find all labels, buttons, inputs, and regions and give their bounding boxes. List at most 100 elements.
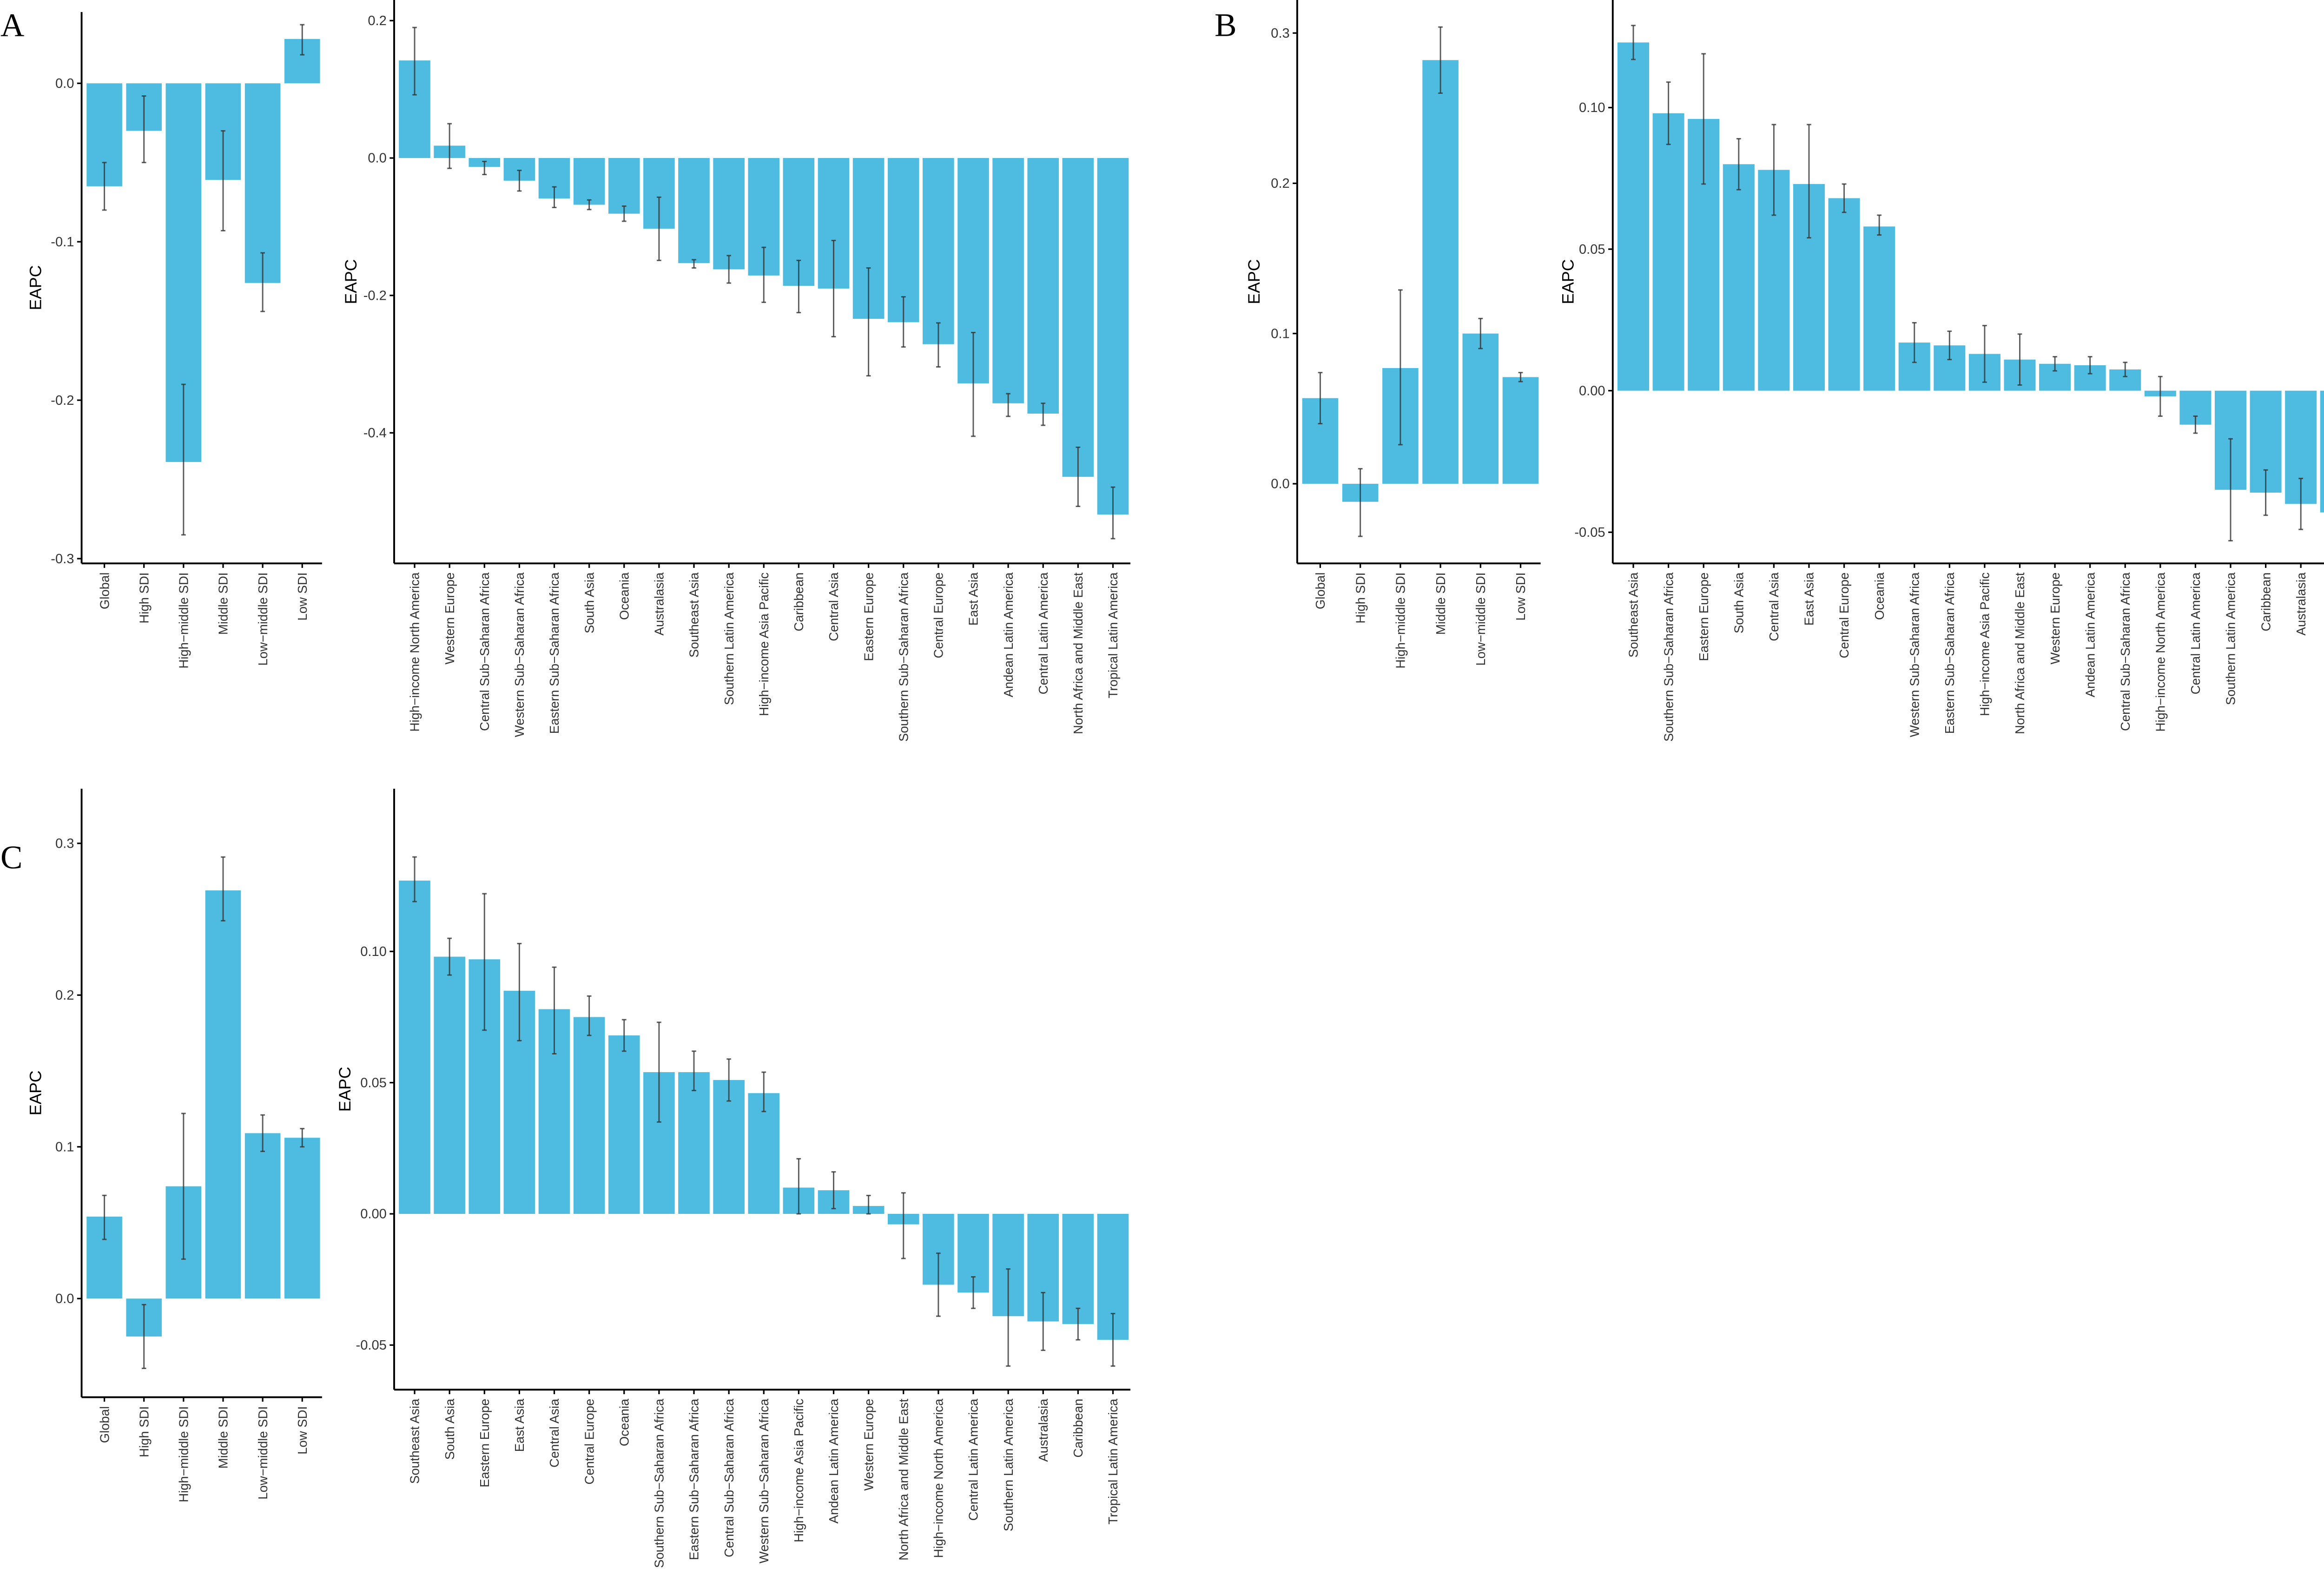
bar: [1062, 158, 1094, 477]
x-tick-label: Global: [97, 1406, 112, 1443]
x-tick-label: Southern Sub−Saharan Africa: [896, 572, 911, 742]
x-tick-label: Oceania: [1872, 572, 1887, 620]
x-tick-label: Western Sub−Saharan Africa: [757, 1398, 771, 1563]
x-tick-label: Central Sub−Saharan Africa: [722, 1398, 736, 1557]
error-bar: [1877, 214, 1882, 236]
error-bar: [831, 239, 836, 337]
x-tick-label: Middle SDI: [1433, 573, 1448, 635]
error-bar: [936, 322, 941, 368]
chart-B-sdi: 0.0 0.1 0.2 0.3 EAPC Global High SDI High−middl…: [1245, 0, 1541, 669]
error-bar: [866, 1195, 871, 1215]
x-tick-label: Western Europe: [442, 573, 457, 665]
x-tick-label: Southern Latin America: [1001, 1398, 1016, 1531]
error-bar: [300, 24, 305, 56]
error-bar: [1041, 1291, 1046, 1351]
y-tick-label: 0.3: [55, 836, 74, 851]
x-tick-label: Andean Latin America: [1001, 572, 1016, 697]
bar: [887, 158, 919, 323]
x-tick-label: East Asia: [966, 572, 981, 626]
bar: [284, 1138, 320, 1299]
x-tick-label: Central Sub−Saharan Africa: [477, 572, 492, 731]
error-bar: [761, 246, 766, 303]
bar: [1422, 60, 1459, 484]
chart-A-region: 0.2 0.0 -0.2 -0.4 EAPC High−income North Amer…: [342, 0, 1131, 742]
error-bar: [1842, 183, 1847, 213]
y-axis-title: EAPC: [1245, 259, 1263, 304]
bar: [1062, 1214, 1094, 1324]
x-tick-label: Central Europe: [931, 573, 946, 659]
x-tick-label: High SDI: [1353, 573, 1367, 624]
chart-C-sdi: 0.0 0.1 0.2 0.3 EAPC Global High SDI High−middl…: [26, 789, 322, 1502]
y-tick-label: -0.2: [363, 288, 387, 303]
x-tick-label: Andean Latin America: [826, 1398, 841, 1523]
error-bar: [1358, 468, 1363, 537]
y-axis-title: EAPC: [26, 1070, 45, 1115]
error-bar: [796, 1158, 801, 1215]
error-bar: [1110, 1313, 1116, 1367]
x-tick-label: North Africa and Middle East: [1071, 572, 1085, 734]
x-tick-label: Southern Sub−Saharan Africa: [1661, 572, 1676, 742]
chart-C-region: 0.10 0.05 0.00 -0.05 EAPC Southeast Asia South…: [336, 789, 1131, 1568]
x-tick-label: Caribbean: [792, 573, 806, 632]
x-tick-label: Oceania: [617, 1398, 631, 1446]
y-axis-title: EAPC: [26, 265, 45, 310]
error-bar: [181, 1113, 186, 1260]
x-tick-label: Low SDI: [295, 573, 310, 621]
error-bar: [552, 966, 557, 1055]
x-tick-label: Central Latin America: [2188, 572, 2203, 694]
error-bar: [2017, 333, 2022, 386]
error-bar: [761, 1071, 766, 1113]
error-bar: [2193, 415, 2198, 434]
error-bar: [2158, 375, 2163, 417]
error-bar: [971, 1276, 976, 1309]
y-tick-label: 0.2: [55, 988, 74, 1003]
error-bar: [1982, 325, 1987, 383]
x-tick-label: South Asia: [1731, 572, 1746, 633]
error-bar: [831, 1171, 836, 1210]
error-bar: [901, 1192, 906, 1259]
x-tick-label: Global: [97, 573, 112, 609]
x-tick-label: Western Europe: [2048, 573, 2062, 665]
x-tick-label: Middle SDI: [216, 573, 231, 635]
error-bar: [1771, 124, 1776, 216]
error-bar: [482, 893, 487, 1031]
panel-label-a: A: [0, 7, 24, 44]
y-tick-label: 0.10: [360, 944, 387, 959]
error-bar: [726, 1058, 731, 1102]
error-bar: [221, 856, 225, 922]
x-tick-label: South Asia: [582, 572, 596, 633]
y-tick-label: 0.0: [55, 76, 74, 91]
error-bar: [482, 160, 487, 175]
bar: [748, 1093, 780, 1214]
error-bar: [621, 205, 627, 222]
x-tick-label: Southern Sub−Saharan Africa: [652, 1398, 667, 1568]
y-tick-label: 0.00: [360, 1207, 387, 1222]
x-tick-label: Southern Latin America: [722, 572, 736, 705]
y-axis-title: EAPC: [1559, 259, 1578, 304]
x-tick-label: Middle SDI: [216, 1406, 231, 1469]
bar: [1828, 198, 1860, 391]
x-tick-label: Low−middle SDI: [256, 1406, 270, 1500]
error-bar: [1518, 372, 1523, 382]
error-bar: [657, 1021, 661, 1123]
x-tick-label: Western Sub−Saharan Africa: [512, 572, 527, 737]
bar: [2320, 390, 2324, 513]
error-bar: [181, 383, 186, 536]
bar: [244, 83, 281, 283]
error-bar: [102, 1194, 107, 1240]
x-tick-label: Eastern Sub−Saharan Africa: [547, 572, 561, 734]
y-tick-label: 0.2: [368, 13, 386, 28]
y-tick-label: 0.05: [360, 1075, 387, 1090]
y-tick-label: 0.00: [1579, 383, 1605, 398]
x-tick-label: Central Asia: [826, 572, 841, 641]
error-bar: [1631, 25, 1636, 60]
x-tick-label: Tropical Latin America: [1106, 572, 1120, 698]
x-tick-label: Southeast Asia: [1626, 572, 1641, 658]
bar: [678, 1072, 710, 1214]
error-bar: [866, 267, 871, 377]
error-bar: [552, 186, 557, 208]
x-tick-label: East Asia: [512, 1398, 527, 1452]
y-tick-label: 0.0: [55, 1291, 74, 1306]
y-tick-label: -0.05: [356, 1338, 387, 1353]
x-tick-label: East Asia: [1802, 572, 1816, 626]
